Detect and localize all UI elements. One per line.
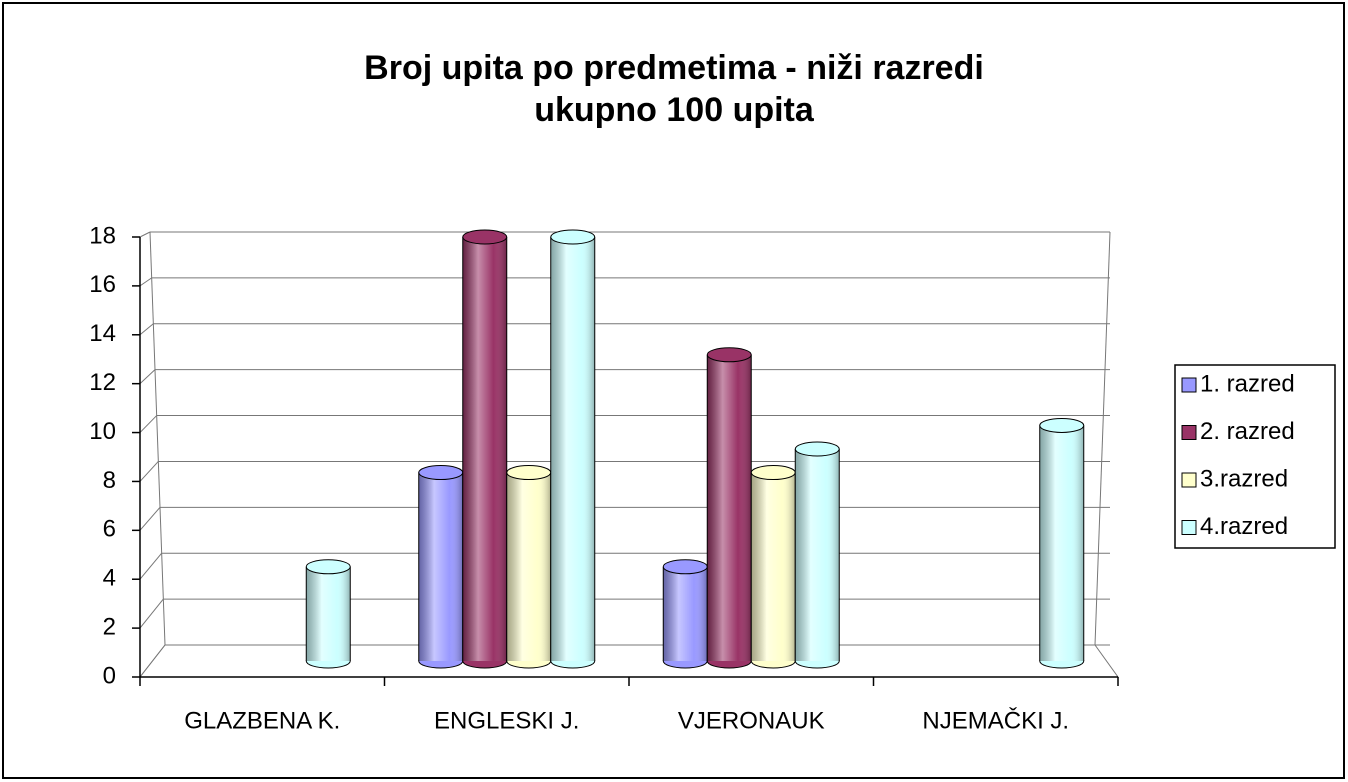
cylinder-shade: [506, 472, 551, 661]
cylinder-top: [662, 559, 708, 575]
grid-line: [139, 552, 163, 580]
cylinder-top: [750, 465, 796, 481]
y-tick-label: 14: [89, 320, 116, 347]
y-tick-label: 4: [103, 565, 116, 592]
legend-swatch: [1181, 425, 1197, 440]
legend-label: 3.razred: [1200, 465, 1288, 492]
grid-line: [139, 598, 164, 629]
y-tick-label: 12: [89, 369, 116, 396]
grid-line: [139, 415, 158, 433]
cylinder-shade: [751, 472, 796, 661]
cylinder-shade: [418, 472, 463, 661]
x-tick-label: GLAZBENA K.: [184, 707, 340, 734]
y-tick-label: 6: [103, 516, 116, 543]
cylinder-top: [305, 559, 351, 575]
cylinder: [794, 441, 840, 669]
legend-label: 4.razred: [1200, 513, 1288, 540]
cylinder-top: [706, 347, 752, 363]
x-tick-label: ENGLESKI J.: [434, 707, 579, 734]
cylinder-top: [794, 441, 840, 457]
legend-swatch: [1181, 377, 1197, 393]
cylinder-top: [506, 465, 552, 481]
cylinder-shade: [1039, 425, 1084, 661]
cylinder-shade: [707, 354, 752, 661]
cylinder: [305, 559, 351, 669]
y-tick-label: 10: [89, 418, 116, 445]
grid-line: [139, 507, 161, 531]
chart-subtitle: ukupno 100 upita: [534, 91, 815, 129]
back-wall-edge: [149, 231, 166, 646]
cylinder-top: [418, 465, 464, 481]
cylinder-shade: [462, 237, 507, 661]
grid-line: [139, 277, 152, 287]
grid-line: [139, 323, 154, 336]
legend-label: 1. razred: [1200, 370, 1295, 397]
x-tick-label: VJERONAUK: [678, 707, 825, 734]
cylinder: [418, 465, 464, 669]
legend-swatch: [1181, 472, 1197, 488]
y-tick-label: 18: [89, 222, 116, 249]
cylinder-top: [462, 229, 508, 245]
cylinder: [506, 465, 552, 669]
grid-line: [139, 231, 151, 238]
back-wall-edge: [1094, 231, 1111, 646]
y-tick-label: 8: [103, 467, 116, 494]
cylinder-shade: [550, 237, 595, 661]
grid-line: [139, 369, 156, 385]
legend-swatch: [1181, 520, 1197, 535]
cylinder-top: [550, 229, 596, 245]
legend-box: [1174, 364, 1336, 549]
cylinder: [662, 559, 708, 669]
cylinder-shade: [795, 449, 840, 661]
cylinder: [1039, 417, 1085, 669]
cylinder-shade: [663, 566, 708, 661]
grid-line: [139, 644, 166, 678]
cylinder: [706, 347, 752, 669]
cylinder-top: [1039, 417, 1085, 433]
y-tick-label: 2: [103, 613, 116, 640]
grid-line: [139, 461, 159, 482]
chart-title: Broj upita po predmetima - niži razredi: [364, 49, 984, 87]
y-tick-label: 16: [89, 271, 116, 298]
cylinder: [550, 229, 596, 669]
x-tick-label: NJEMAČKI J.: [922, 706, 1069, 734]
cylinder: [462, 229, 508, 669]
cylinder-shade: [306, 566, 351, 661]
floor: [138, 644, 1119, 678]
legend-label: 2. razred: [1200, 418, 1295, 445]
y-tick-label: 0: [103, 662, 116, 689]
cylinder: [750, 465, 796, 669]
